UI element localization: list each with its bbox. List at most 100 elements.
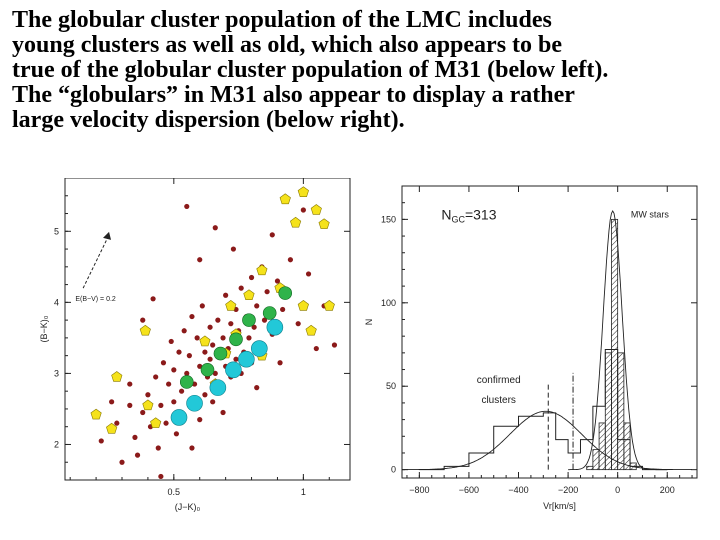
reddening-label: E(B−V) = 0.2 [75,296,116,303]
data-point-dot [277,360,283,366]
data-point-dot [145,392,151,398]
data-point-cyan-circle [170,409,188,426]
data-point-green-circle [242,313,256,327]
data-point-dot [251,324,257,330]
data-point-dot [202,349,208,355]
x-tick-label: 0 [615,485,620,495]
data-point-pentagon [323,300,335,311]
data-point-dot [248,274,255,281]
y-tick-label: 50 [386,381,396,391]
confirmed-label: confirmed [477,375,521,386]
y-tick-label: 5 [54,226,59,236]
data-point-dot [212,225,218,231]
reddening-arrowhead [103,231,112,240]
x-tick-label: 0.5 [168,487,181,497]
data-point-dot [295,321,301,327]
data-point-dot [181,328,187,334]
data-point-cyan-circle [266,318,284,336]
color-color-scatter-plot: 0.5 1 2 3 4 5 (J−K)₀ (B−K)₀ E(B−V) = 0.2 [40,178,351,512]
x-tick-label: 1 [301,487,306,497]
x-tick-label: −600 [459,485,479,495]
x-axis-label: (J−K)₀ [175,502,201,512]
data-point-green-circle [278,286,293,300]
data-point-pentagon [199,335,211,347]
data-point-dot [119,459,125,465]
slide-text-line-5: large velocity dispersion (below right). [12,107,405,133]
data-point-dot [98,438,104,444]
data-point-dot [194,335,200,341]
y-axis-label: (B−K)₀ [40,315,49,342]
data-point-dot [261,317,268,323]
data-point-cyan-circle [209,379,227,396]
slide-text-line-1: The globular cluster population of the L… [12,7,552,33]
data-point-dot [197,257,203,263]
data-point-dot [199,303,205,309]
data-point-dot [220,335,226,341]
data-point-dot [134,452,141,458]
data-point-dot [109,399,115,405]
data-point-cyan-circle [186,394,203,412]
y-tick-label: 2 [54,439,59,449]
data-point-cyan-circle [251,340,268,357]
y-tick-label: 100 [381,298,396,308]
data-point-pentagon [290,216,302,228]
data-point-pentagon [90,408,102,420]
data-point-dot [178,388,185,394]
data-point-dot [150,296,156,302]
data-point-dot [127,402,133,408]
data-point-dot [197,417,203,423]
data-point-dot [155,445,161,451]
data-point-dot [158,402,164,408]
data-point-green-circle [262,306,277,320]
data-point-dot [207,324,213,330]
slide-text: The globular cluster population of the L… [12,8,712,133]
data-point-dot [158,473,164,480]
data-point-dot [140,409,146,416]
data-point-dot [202,392,208,398]
data-point-dot [238,285,244,291]
data-point-dot [173,431,180,437]
y-tick-label: 0 [391,465,396,475]
data-point-dot [280,306,286,313]
data-point-dot [223,292,229,298]
stars-histogram-bar [592,449,600,471]
stars-histogram-bar [604,352,612,471]
y-tick-label: 3 [54,368,59,378]
data-point-pentagon [142,399,154,411]
data-point-dot [153,374,159,380]
data-point-pentagon [243,289,255,300]
data-point-green-circle [213,346,228,361]
reddening-arrow [82,234,110,289]
data-point-cyan-circle [238,350,255,368]
data-point-dot [210,342,216,348]
data-point-dot [160,360,167,366]
data-point-dot [331,342,338,348]
data-point-pentagon [310,204,322,215]
slide-text-line-3: true of the globular cluster population … [12,57,609,83]
data-point-dot [305,271,312,277]
stars-histogram-bar [623,422,631,471]
data-point-dot [254,303,260,309]
data-point-dot [171,399,177,405]
data-point-pentagon [279,193,291,205]
x-tick-label: 200 [660,485,675,495]
data-point-dot [186,353,192,359]
data-point-pentagon [225,300,237,311]
plot-frame [64,178,351,481]
stars-histogram-bar [586,465,594,471]
data-point-dot [140,317,146,323]
data-point-pentagon [305,324,317,336]
data-point-pentagon [150,417,162,428]
data-point-dot [184,203,190,210]
data-point-dot [215,317,221,323]
data-point-pentagon [297,300,309,311]
data-point-dot [269,232,275,238]
data-point-dot [166,381,172,387]
data-point-cyan-circle [225,361,242,379]
ngc-annotation: NGC=313 [441,206,496,224]
clusters-histogram-step [419,349,668,471]
y-tick-label: 150 [381,214,396,224]
data-point-green-circle [179,375,194,389]
data-point-pentagon [111,371,123,382]
data-point-dot [300,207,306,213]
